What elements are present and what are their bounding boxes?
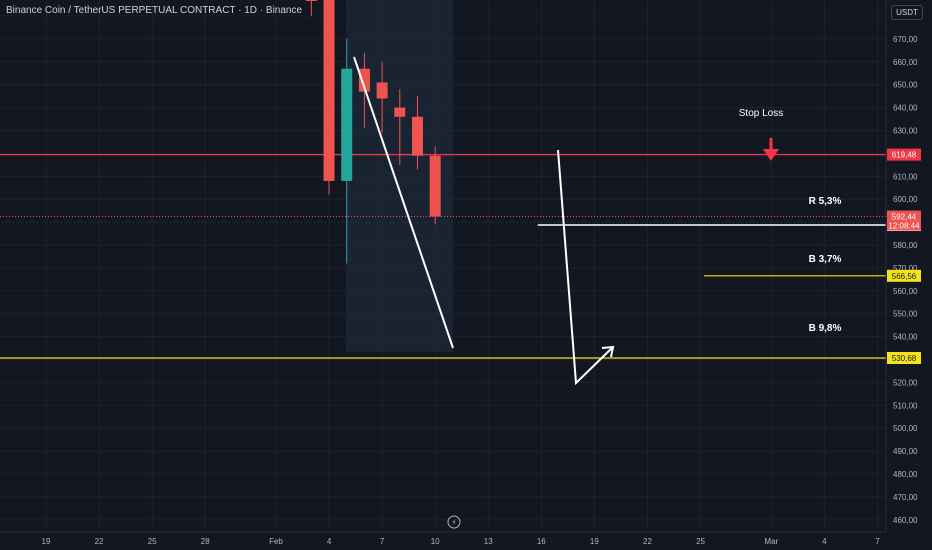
y-tick-label: 610,00: [893, 172, 918, 181]
candle-down: [358, 68, 370, 92]
y-tick-label: 650,00: [893, 81, 918, 90]
last-price-label: 592,44: [892, 213, 917, 222]
target-level-1-tag-label: 566,56: [892, 272, 917, 281]
countdown-label: 12:08:44: [888, 222, 920, 231]
candle-down: [305, 0, 317, 1]
stop-loss-label: Stop Loss: [739, 108, 783, 119]
x-tick-label: 4: [822, 537, 827, 546]
stop-loss-level-tag: [887, 148, 921, 161]
lightning-glyph: ⚡: [451, 518, 457, 527]
x-tick-label: 13: [484, 537, 493, 546]
y-tick-label: 480,00: [893, 470, 918, 479]
x-tick-label: 22: [95, 537, 104, 546]
b2-label: B 9,8%: [809, 323, 842, 334]
y-tick-label: 670,00: [893, 35, 918, 44]
last-price-tag: [887, 210, 921, 231]
y-tick-label: 550,00: [893, 310, 918, 319]
x-tick-label: 10: [431, 537, 440, 546]
x-tick-label: 7: [380, 537, 385, 546]
y-tick-label: 540,00: [893, 333, 918, 342]
drawings: [353, 56, 779, 386]
x-tick-label: 25: [696, 537, 705, 546]
y-tick-label: 520,00: [893, 378, 918, 387]
x-tick-label: 19: [42, 537, 51, 546]
x-tick-label: 4: [327, 537, 332, 546]
target-level-1-tag: [887, 269, 921, 282]
r-label: R 5,3%: [809, 196, 842, 207]
projection-path[interactable]: [557, 149, 614, 386]
x-tick-label: 25: [148, 537, 157, 546]
y-tick-label: 510,00: [893, 401, 918, 410]
x-tick-label: 19: [590, 537, 599, 546]
x-tick-label: 16: [537, 537, 546, 546]
y-tick-label: 560,00: [893, 287, 918, 296]
y-tick-label: 640,00: [893, 104, 918, 113]
candles: [305, 0, 441, 264]
y-tick-label: 470,00: [893, 493, 918, 502]
trend-line[interactable]: [353, 56, 454, 349]
y-tick-label: 580,00: [893, 241, 918, 250]
time-axis[interactable]: 19 22 25 28 Feb 4 7 10 13 16 19 22 25 Mar 4 7: [42, 537, 881, 546]
y-tick-label: 600,00: [893, 195, 918, 204]
x-tick-label: Mar: [764, 537, 778, 546]
projection-arrowhead: [601, 345, 615, 358]
target-level-2-tag: [887, 351, 921, 364]
candle-down: [394, 107, 406, 117]
price-axis[interactable]: 460,00 470,00 480,00 490,00 500,00 510,00 520,…: [893, 12, 918, 525]
axes: 460,00 470,00 480,00 490,00 500,00 510,00 520,…: [0, 0, 918, 546]
y-tick-label: 500,00: [893, 424, 918, 433]
horizontal-levels: [0, 154, 886, 359]
stop-loss-arrow-head: [763, 149, 779, 161]
y-tick-label: 630,00: [893, 127, 918, 136]
lightning-icon: [447, 515, 461, 529]
candle-down: [429, 155, 441, 217]
candle-down: [323, 0, 335, 181]
candle-up: [341, 68, 353, 181]
currency-button[interactable]: USDT: [891, 5, 923, 20]
y-tick-label: 660,00: [893, 58, 918, 67]
y-tick-label: 570,00: [893, 264, 918, 273]
y-tick-label: 460,00: [893, 516, 918, 525]
chart-title: Binance Coin / TetherUS PERPETUAL CONTRA…: [6, 5, 303, 16]
b1-label: B 3,7%: [809, 254, 842, 265]
x-tick-label: 28: [201, 537, 210, 546]
candle-down: [376, 82, 388, 99]
candle-down: [411, 116, 423, 156]
target-level-2-tag-label: 530,68: [892, 354, 917, 363]
x-tick-label: 22: [643, 537, 652, 546]
x-tick-label: Feb: [269, 537, 283, 546]
y-tick-label: 490,00: [893, 447, 918, 456]
replay-button[interactable]: ⚡: [447, 515, 461, 529]
x-tick-label: 7: [875, 537, 880, 546]
stop-loss-level-tag-label: 619,48: [892, 151, 917, 160]
